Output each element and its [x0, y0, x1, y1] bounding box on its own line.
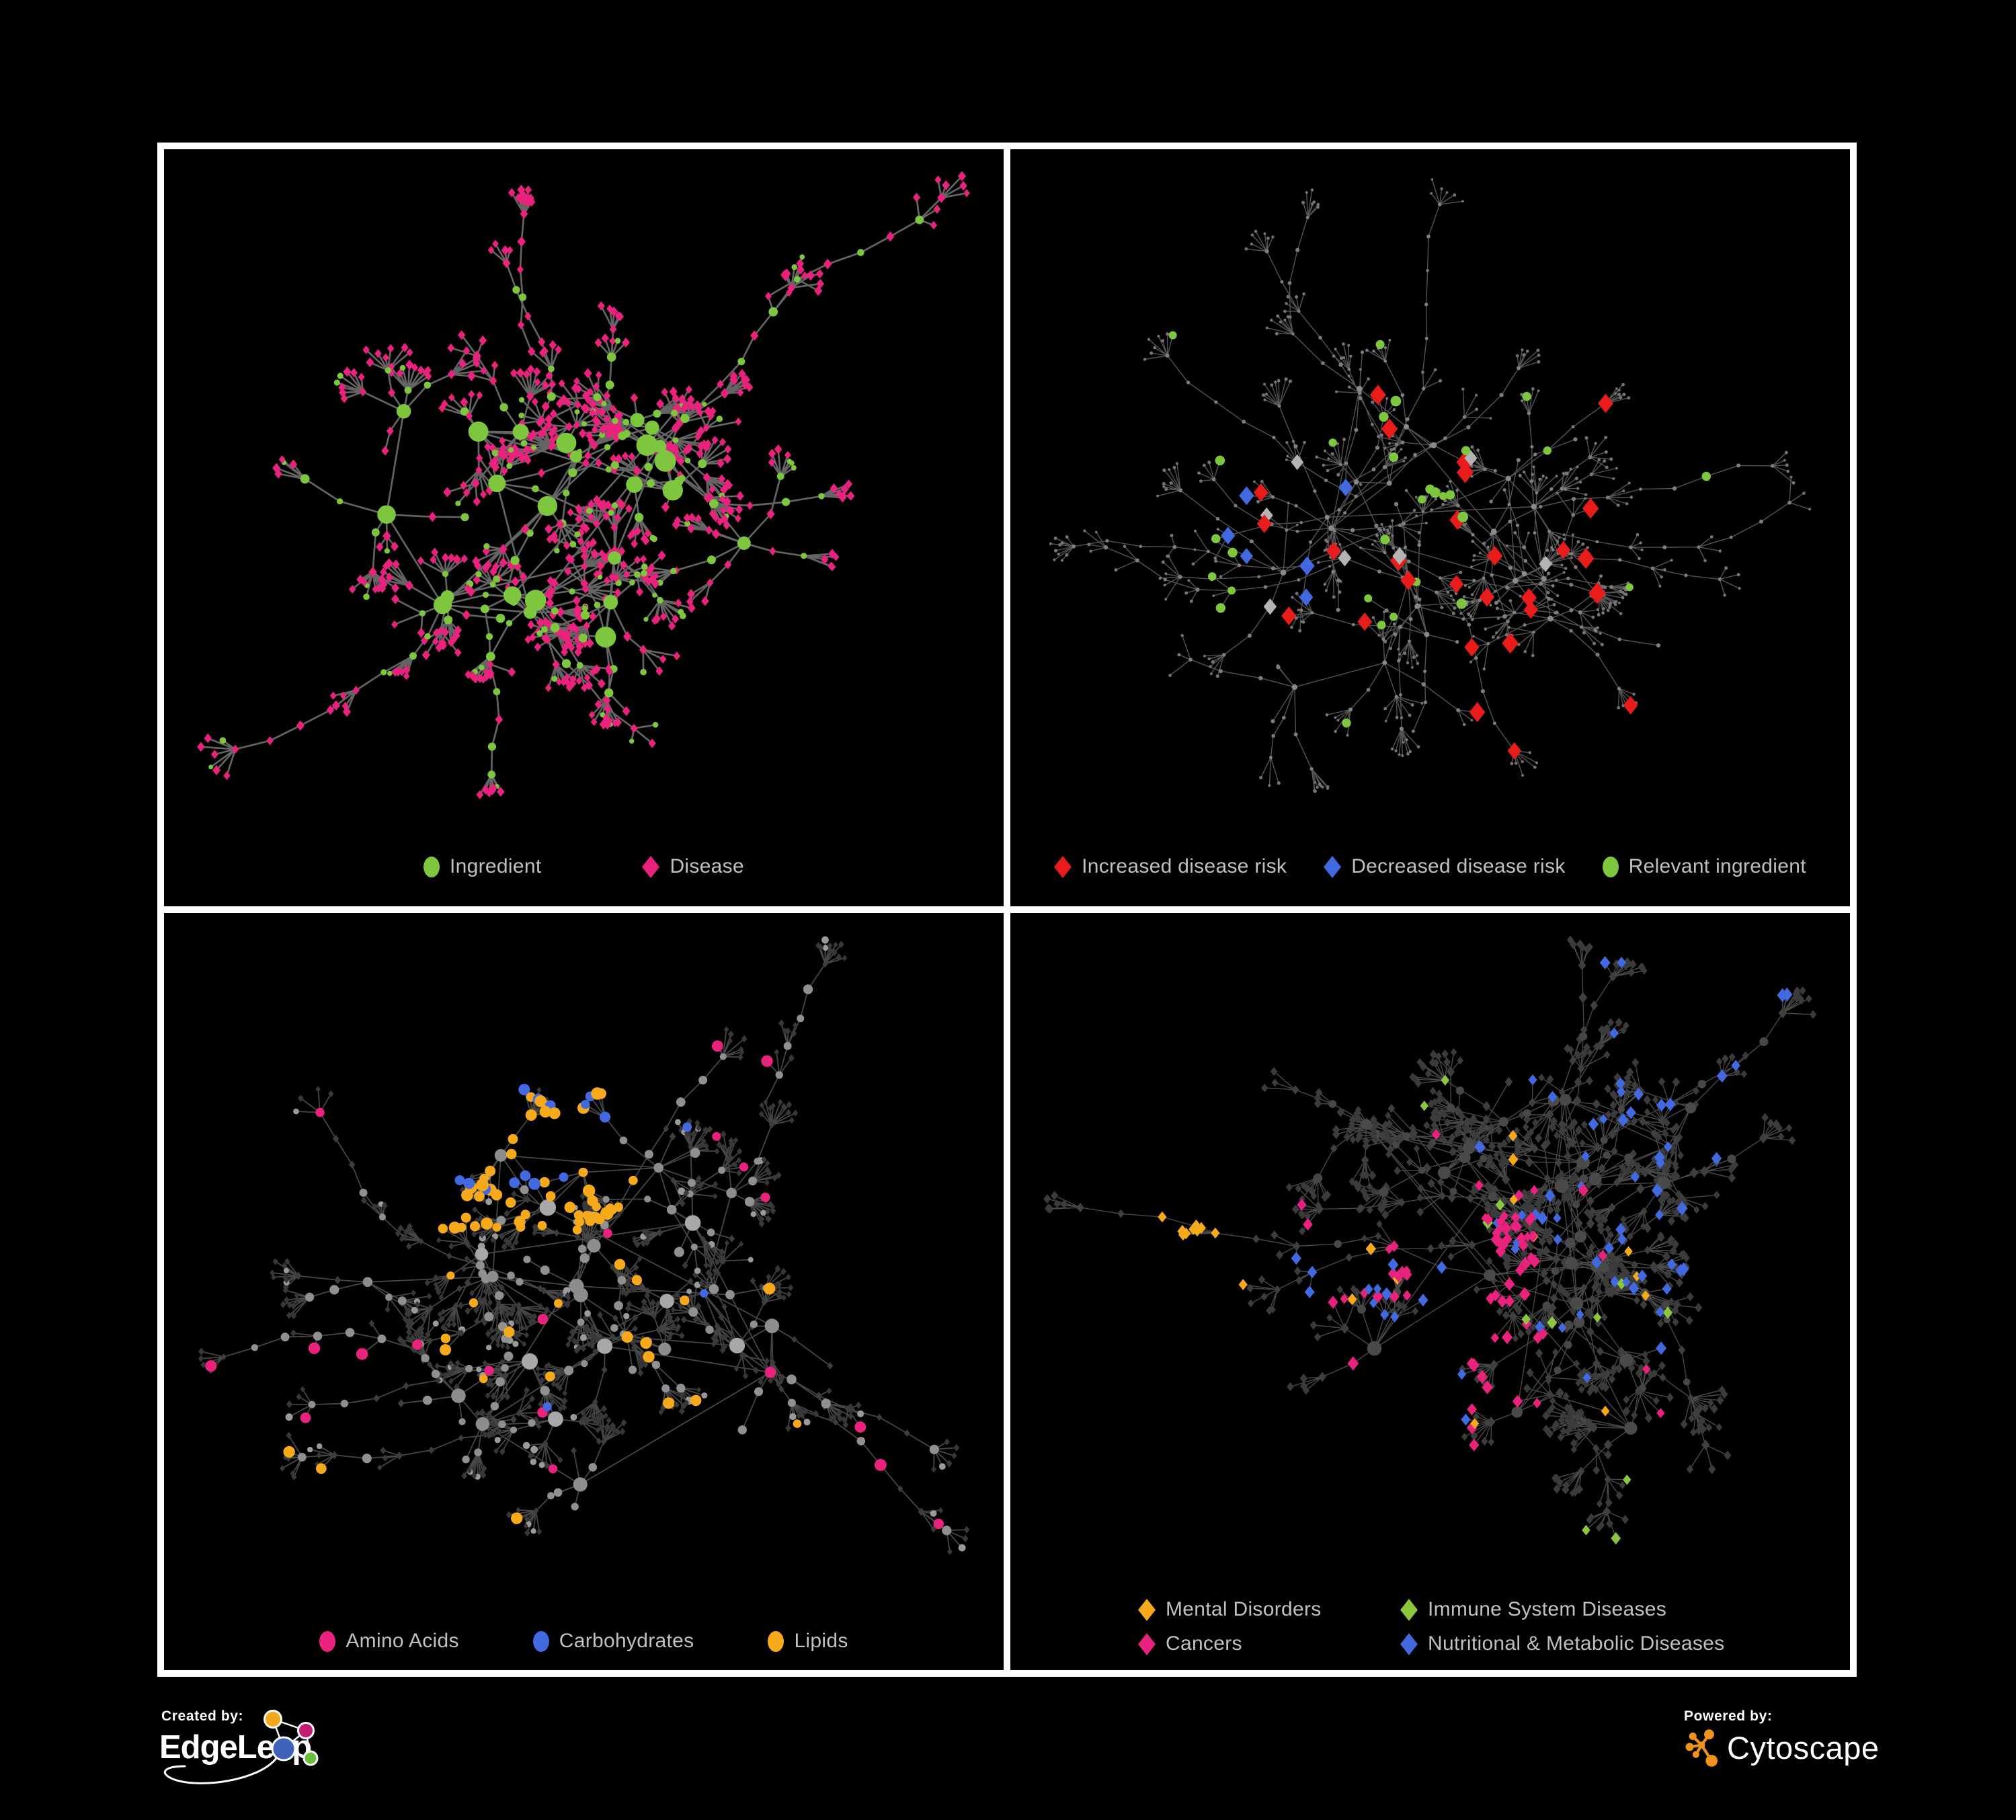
legend-item: Amino Acids [319, 1630, 458, 1653]
ingredient-disease-network-canvas [197, 171, 970, 799]
legend-diamond-marker [1054, 855, 1072, 878]
powered-by-label: Powered by: [1684, 1708, 1773, 1724]
legend-label: Mental Disorders [1166, 1598, 1322, 1620]
legend-label: Increased disease risk [1082, 855, 1287, 877]
legend-item: Lipids [768, 1630, 848, 1653]
legend-circle-marker [768, 1630, 784, 1652]
legend-diamond-marker [1138, 1632, 1156, 1655]
legend-label: Lipids [794, 1630, 848, 1652]
legend-diamond-marker [642, 855, 660, 878]
legend-circle-marker [319, 1630, 336, 1652]
legend-label: Ingredient [450, 855, 542, 877]
legend-circle-marker [1602, 856, 1619, 877]
created-by-label: Created by: [161, 1708, 244, 1724]
panel-ingredient-disease: Ingredient Disease [164, 149, 1004, 906]
legend-item: Cancers [1138, 1632, 1400, 1655]
disease-categories-network-canvas [1043, 935, 1817, 1545]
legend-item: Disease [642, 855, 744, 878]
panel-ingredient-categories: Amino Acids Carbohydrates Lipids [164, 913, 1004, 1670]
legend-diamond-marker [1138, 1598, 1156, 1621]
legend-ingredient-categories: Amino Acids Carbohydrates Lipids [164, 1630, 1004, 1653]
legend-label: Disease [670, 855, 744, 877]
legend-item: Relevant ingredient [1602, 855, 1806, 878]
legend-label: Decreased disease risk [1351, 855, 1566, 877]
legend-label: Amino Acids [346, 1630, 459, 1652]
legend-item: Mental Disorders [1138, 1598, 1400, 1621]
legend-diamond-marker [1400, 1598, 1418, 1621]
ingredient-categories-network-canvas [198, 936, 970, 1555]
legend-label: Nutritional & Metabolic Diseases [1428, 1632, 1725, 1655]
legend-item: Nutritional & Metabolic Diseases [1400, 1632, 1724, 1655]
edgeleap-logo-icon [163, 1710, 319, 1784]
cytoscape-wordmark: Cytoscape [1727, 1730, 1880, 1766]
legend-label: Immune System Diseases [1428, 1598, 1667, 1620]
panel-grid: Ingredient Disease Increased disease risk… [157, 143, 1857, 1677]
panel-disease-risk: Increased disease risk Decreased disease … [1010, 149, 1850, 906]
legend-item: Immune System Diseases [1400, 1598, 1724, 1621]
legend-circle-marker [424, 856, 440, 877]
cytoscape-credit: Powered by: Cytoscape [1684, 1708, 1980, 1809]
legend-label: Carbohydrates [559, 1630, 694, 1652]
legend-item: Carbohydrates [532, 1630, 694, 1653]
legend-item: Decreased disease risk [1324, 855, 1565, 878]
edgeleap-credit: Created by: EdgeLeap [157, 1708, 372, 1809]
cytoscape-logo-icon [1685, 1729, 1718, 1767]
legend-diamond-marker [1324, 855, 1342, 878]
disease-risk-network-canvas [1049, 178, 1812, 793]
legend-disease-categories: Mental Disorders Immune System Diseases Ca… [1138, 1598, 1724, 1655]
legend-disease-risk: Increased disease risk Decreased disease … [1010, 855, 1850, 878]
legend-ingredient-disease: Ingredient Disease [164, 855, 1004, 878]
legend-item: Ingredient [424, 855, 541, 878]
legend-label: Relevant ingredient [1628, 855, 1806, 877]
legend-label: Cancers [1166, 1632, 1242, 1655]
legend-diamond-marker [1400, 1632, 1418, 1655]
legend-circle-marker [532, 1630, 549, 1652]
legend-item: Increased disease risk [1054, 855, 1287, 878]
panel-disease-categories: Mental Disorders Immune System Diseases Ca… [1010, 913, 1850, 1670]
